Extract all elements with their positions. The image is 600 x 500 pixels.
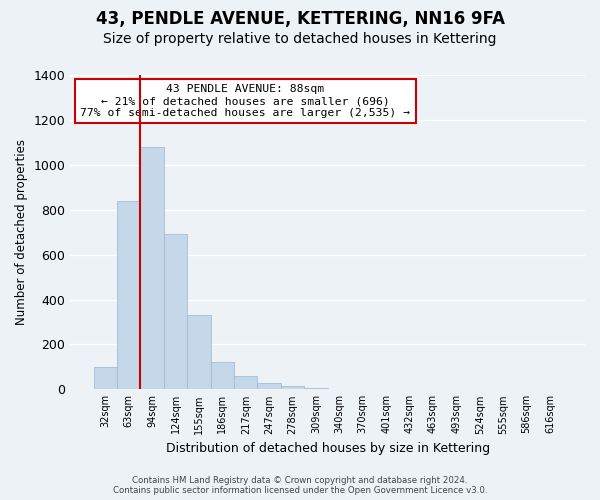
Bar [94,367,117,390]
Text: Contains HM Land Registry data © Crown copyright and database right 2024.
Contai: Contains HM Land Registry data © Crown c… [113,476,487,495]
Bar [211,362,234,390]
Text: 43 PENDLE AVENUE: 88sqm
← 21% of detached houses are smaller (696)
77% of semi-d: 43 PENDLE AVENUE: 88sqm ← 21% of detache… [80,84,410,117]
Bar [140,147,164,390]
X-axis label: Distribution of detached houses by size in Kettering: Distribution of detached houses by size … [166,442,490,455]
Bar [117,200,140,390]
Text: Size of property relative to detached houses in Kettering: Size of property relative to detached ho… [103,32,497,46]
Bar [304,388,328,390]
Bar [187,315,211,390]
Bar [164,234,187,390]
Bar [257,382,281,390]
Text: 43, PENDLE AVENUE, KETTERING, NN16 9FA: 43, PENDLE AVENUE, KETTERING, NN16 9FA [95,10,505,28]
Bar [234,376,257,390]
Bar [281,386,304,390]
Y-axis label: Number of detached properties: Number of detached properties [15,139,28,325]
